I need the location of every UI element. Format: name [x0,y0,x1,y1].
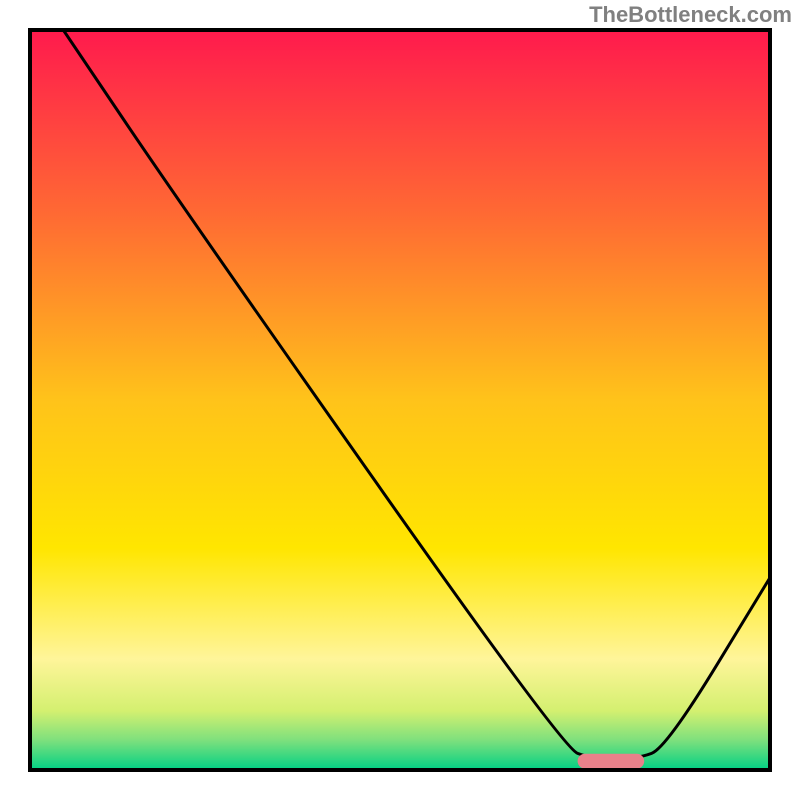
optimal-marker [578,754,645,769]
gradient-background [30,30,770,770]
bottleneck-chart [0,0,800,800]
chart-container: TheBottleneck.com [0,0,800,800]
watermark-text: TheBottleneck.com [589,2,792,28]
